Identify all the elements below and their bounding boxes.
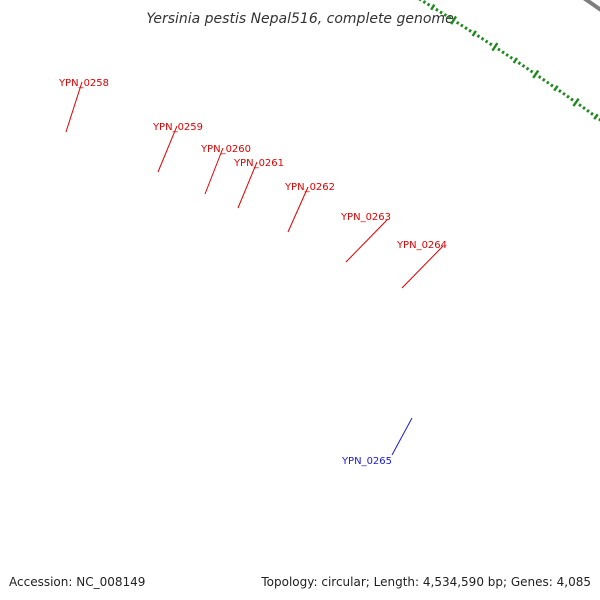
gene-label-line <box>237 161 258 209</box>
inner-tick <box>422 0 427 4</box>
inner-tick <box>593 113 599 120</box>
inner-tick <box>578 103 582 108</box>
inner-tick <box>484 39 489 44</box>
summary-text: Topology: circular; Length: 4,534,590 bp… <box>260 575 591 589</box>
inner-tick <box>480 36 485 41</box>
gene-label: YPN_0264 <box>396 240 447 251</box>
inner-tick <box>430 4 436 11</box>
inner-tick <box>570 97 574 102</box>
accession-text: Accession: NC_008149 <box>9 575 145 589</box>
inner-tick <box>455 20 460 25</box>
inner-tick <box>562 91 566 96</box>
inner-tick <box>491 42 499 52</box>
gene-label: YPN_0261 <box>233 158 284 169</box>
gene-label: YPN_0262 <box>284 182 335 193</box>
inner-tick <box>501 50 505 55</box>
gene-label-line <box>401 245 444 289</box>
inner-tick <box>550 83 554 88</box>
inner-tick <box>590 111 594 116</box>
inner-tick <box>476 34 481 39</box>
gene-label: YPN_0259 <box>152 122 203 133</box>
inner-tick <box>468 28 472 33</box>
gene-label-line <box>345 219 388 263</box>
inner-tick <box>541 77 546 82</box>
backbone <box>582 0 600 12</box>
inner-tick <box>532 69 540 79</box>
inner-tick <box>435 7 439 12</box>
gene-label-lines <box>65 81 444 456</box>
inner-tick <box>537 75 542 79</box>
features <box>577 0 600 373</box>
inner-tick-track <box>418 0 600 122</box>
outer-tick-track <box>500 0 600 452</box>
inner-tick <box>582 106 586 110</box>
gene-label: YPN_0263 <box>340 212 391 223</box>
inner-tick <box>517 61 522 66</box>
inner-tick <box>488 42 493 47</box>
teal-feature-shade <box>591 0 600 75</box>
gene-label-line <box>287 186 309 233</box>
inner-tick <box>471 30 477 37</box>
inner-tick <box>512 57 518 64</box>
inner-tick <box>426 2 431 7</box>
gene-label-line <box>391 417 413 456</box>
gene-label-line <box>204 147 224 195</box>
inner-tick <box>450 15 457 25</box>
gene-label: YPN_0265 <box>341 456 392 467</box>
inner-tick <box>464 26 468 31</box>
inner-tick <box>521 64 526 68</box>
gene-label-line <box>157 125 178 173</box>
gene-label: YPN_0260 <box>200 144 251 155</box>
inner-tick <box>509 55 514 60</box>
inner-tick <box>439 10 443 15</box>
backbone-line <box>582 0 600 12</box>
inner-tick <box>497 47 501 52</box>
inner-tick <box>572 98 580 107</box>
inner-tick <box>525 66 530 71</box>
inner-tick <box>447 15 452 20</box>
inner-tick <box>443 13 448 17</box>
inner-tick <box>558 89 562 93</box>
inner-tick <box>545 80 550 85</box>
inner-tick <box>553 85 559 92</box>
gene-label-line <box>65 81 83 133</box>
inner-tick <box>460 23 464 28</box>
inner-tick <box>566 94 570 99</box>
inner-tick <box>529 69 534 74</box>
map-title: Yersinia pestis Nepal516, complete genom… <box>146 11 453 27</box>
gene-label: YPN_0258 <box>58 78 109 89</box>
inner-tick <box>586 109 590 113</box>
inner-tick <box>505 53 509 57</box>
gene-labels: YPN_0258 YPN_0259 YPN_0260 YPN_0261 YPN_0262… <box>58 78 447 467</box>
inner-tick <box>418 0 422 2</box>
teal-feature <box>591 0 600 75</box>
